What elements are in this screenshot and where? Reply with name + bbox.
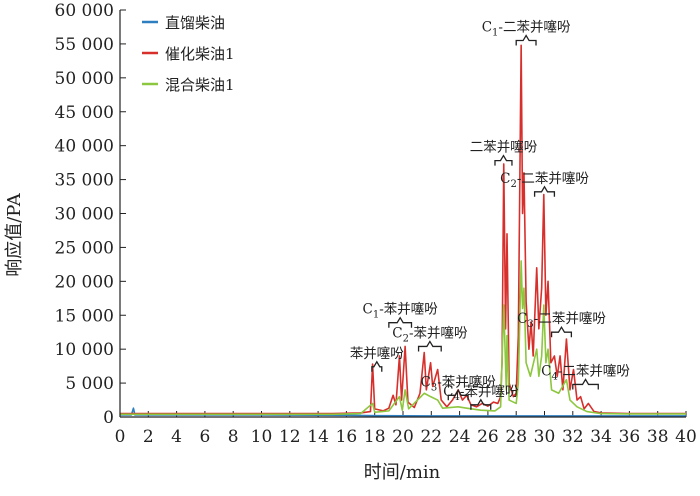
legend-label: 催化柴油1 xyxy=(165,45,235,63)
x-tick-label: 32 xyxy=(562,427,584,447)
x-tick-label: 40 xyxy=(675,427,697,447)
annotation-bracket xyxy=(388,316,413,328)
x-tick-label: 26 xyxy=(477,427,499,447)
x-axis-title: 时间/min xyxy=(364,462,441,483)
annotation-bracket xyxy=(371,360,383,372)
annotation-label: C4-二苯并噻吩 xyxy=(541,362,630,382)
annotation-bracket xyxy=(550,325,573,338)
y-tick-label: 15 000 xyxy=(55,306,114,326)
annotation-bracket xyxy=(533,185,556,197)
annotation-label: C1-二苯并噻吩 xyxy=(482,19,571,39)
annotation-label: C3-苯并噻吩 xyxy=(421,373,497,393)
x-tick-label: 34 xyxy=(590,427,612,447)
x-tick-label: 2 xyxy=(143,427,154,447)
annotation-bracket xyxy=(417,340,442,352)
y-axis: 0 5 000 10 000 15 000 20 000 25 000 30 000 35 0… xyxy=(55,1,126,428)
annotation-label: C2-二苯并噻吩 xyxy=(500,170,589,190)
axes-frame xyxy=(119,10,686,418)
annotation-bracket xyxy=(447,389,469,401)
x-tick-label: 16 xyxy=(336,427,358,447)
y-tick-label: 50 000 xyxy=(55,69,114,89)
y-tick-label: 25 000 xyxy=(55,238,114,258)
legend-label: 直馏柴油 xyxy=(165,14,225,32)
y-tick-label: 0 xyxy=(103,408,114,428)
annotation-label: 苯并噻吩 xyxy=(350,345,404,362)
y-tick-label: 30 000 xyxy=(55,205,114,225)
annotation-bracket xyxy=(572,378,599,390)
series-line-1 xyxy=(120,407,686,417)
y-tick-label: 60 000 xyxy=(55,1,114,21)
x-tick-label: 36 xyxy=(619,427,641,447)
annotation-bracket xyxy=(470,398,492,410)
y-tick-label: 45 000 xyxy=(55,103,114,123)
annotation-label: 二苯并噻吩 xyxy=(470,139,538,156)
annotation-bracket xyxy=(494,154,513,166)
x-tick-label: 28 xyxy=(505,427,527,447)
annotation-label: C2-苯并噻吩 xyxy=(392,324,468,344)
annotation-label: C1-苯并噻吩 xyxy=(363,301,439,321)
x-tick-label: 22 xyxy=(420,427,442,447)
x-tick-label: 14 xyxy=(307,427,329,447)
y-tick-label: 5 000 xyxy=(65,374,114,394)
x-tick-label: 18 xyxy=(364,427,386,447)
y-axis-title: 响应值/PA xyxy=(4,192,25,277)
x-tick-label: 0 xyxy=(115,427,126,447)
legend-label: 混合柴油1 xyxy=(165,76,235,94)
annotation-label: C4-苯并噻吩 xyxy=(443,383,519,403)
x-tick-label: 6 xyxy=(199,427,210,447)
y-tick-label: 10 000 xyxy=(55,340,114,360)
x-tick-label: 12 xyxy=(279,427,301,447)
x-tick-label: 38 xyxy=(647,427,669,447)
series-line-3 xyxy=(120,260,686,416)
x-tick-label: 30 xyxy=(534,427,556,447)
y-tick-label: 20 000 xyxy=(55,272,114,292)
x-tick-label: 8 xyxy=(228,427,239,447)
y-tick-label: 35 000 xyxy=(55,171,114,191)
x-tick-label: 10 xyxy=(251,427,273,447)
x-tick-label: 24 xyxy=(449,427,471,447)
series-layer xyxy=(120,44,686,417)
x-tick-label: 20 xyxy=(392,427,414,447)
y-tick-label: 55 000 xyxy=(55,35,114,55)
annotation-bracket xyxy=(515,34,537,46)
annotation-label: C3-二苯并噻吩 xyxy=(517,310,606,330)
y-tick-label: 40 000 xyxy=(55,137,114,157)
x-tick-label: 4 xyxy=(171,427,182,447)
